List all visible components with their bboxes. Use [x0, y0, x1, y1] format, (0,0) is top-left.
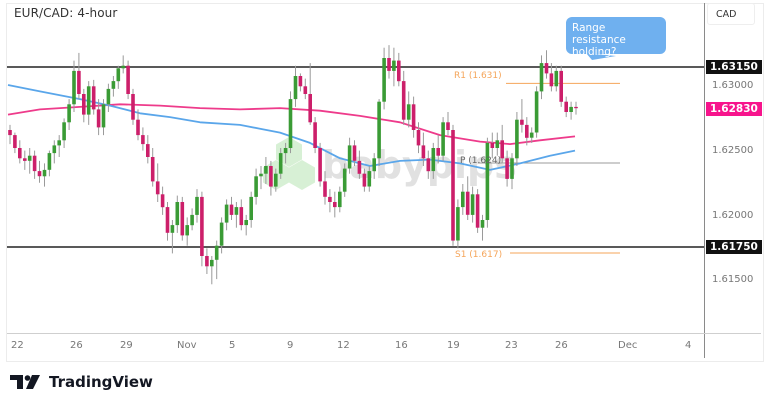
support-price-tag: 1.61750	[706, 240, 762, 254]
time-tick: 9	[287, 340, 294, 351]
currency-button[interactable]: CAD	[707, 3, 755, 25]
time-tick: 4	[685, 340, 692, 351]
time-tick: 16	[395, 340, 408, 351]
price-tick: 1.62500	[712, 145, 754, 156]
bubble-tail	[586, 53, 616, 60]
candlesticks	[8, 45, 578, 285]
time-tick: 23	[505, 340, 518, 351]
r1-label: R1 (1.631)	[454, 71, 502, 81]
chart-title: EUR/CAD: 4-hour	[14, 6, 118, 20]
time-tick: 22	[11, 340, 24, 351]
tradingview-brand: TradingView	[49, 373, 153, 391]
price-tick: 1.62000	[712, 210, 754, 221]
time-tick: Nov	[177, 340, 197, 351]
tradingview-logo: TradingView	[10, 373, 153, 391]
time-tick: 5	[229, 340, 236, 351]
time-tick: 26	[70, 340, 83, 351]
price-tick: 1.61500	[712, 274, 754, 285]
time-tick: Dec	[618, 340, 638, 351]
current-price-tag: 1.62830	[706, 102, 762, 116]
pivot-label: P (1.624)	[460, 156, 502, 166]
time-tick: 26	[555, 340, 568, 351]
s1-label: S1 (1.617)	[455, 250, 503, 260]
moving-averages	[7, 84, 576, 171]
tradingview-icon	[10, 375, 40, 389]
annotation-bubble: Range resistance holding?	[566, 17, 666, 58]
time-tick: 12	[337, 340, 350, 351]
resistance-price-tag: 1.63150	[706, 60, 762, 74]
time-tick: 29	[120, 340, 133, 351]
price-tick: 1.63000	[712, 80, 754, 91]
time-tick: 19	[447, 340, 460, 351]
